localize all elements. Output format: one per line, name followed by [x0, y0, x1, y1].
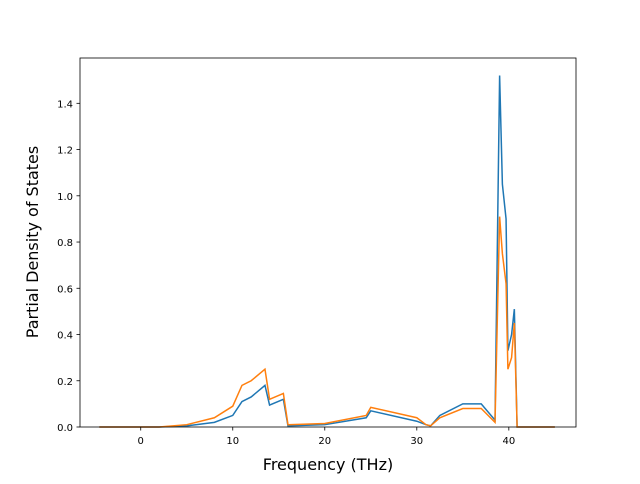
y-tick-label: 0.2 — [57, 377, 73, 388]
x-tick-label: 30 — [410, 436, 423, 447]
y-tick-label: 1.0 — [57, 192, 73, 203]
y-tick-label: 1.4 — [57, 99, 73, 110]
x-tick-label: 10 — [226, 436, 239, 447]
data-line — [99, 75, 555, 428]
y-tick-label: 0.8 — [57, 238, 73, 249]
plot-frame — [79, 57, 577, 428]
y-tick-label: 0.6 — [57, 284, 73, 295]
x-axis-label: Frequency (THz) — [263, 455, 393, 474]
y-tick-label: 1.2 — [57, 146, 73, 157]
y-tick-label: 0.0 — [57, 423, 73, 434]
data-line — [99, 216, 555, 428]
y-tick-label: 0.4 — [57, 331, 73, 342]
x-tick-label: 40 — [502, 436, 515, 447]
y-axis-label: Partial Density of States — [23, 146, 42, 338]
x-tick-label: 20 — [318, 436, 331, 447]
x-tick-label: 0 — [138, 436, 144, 447]
